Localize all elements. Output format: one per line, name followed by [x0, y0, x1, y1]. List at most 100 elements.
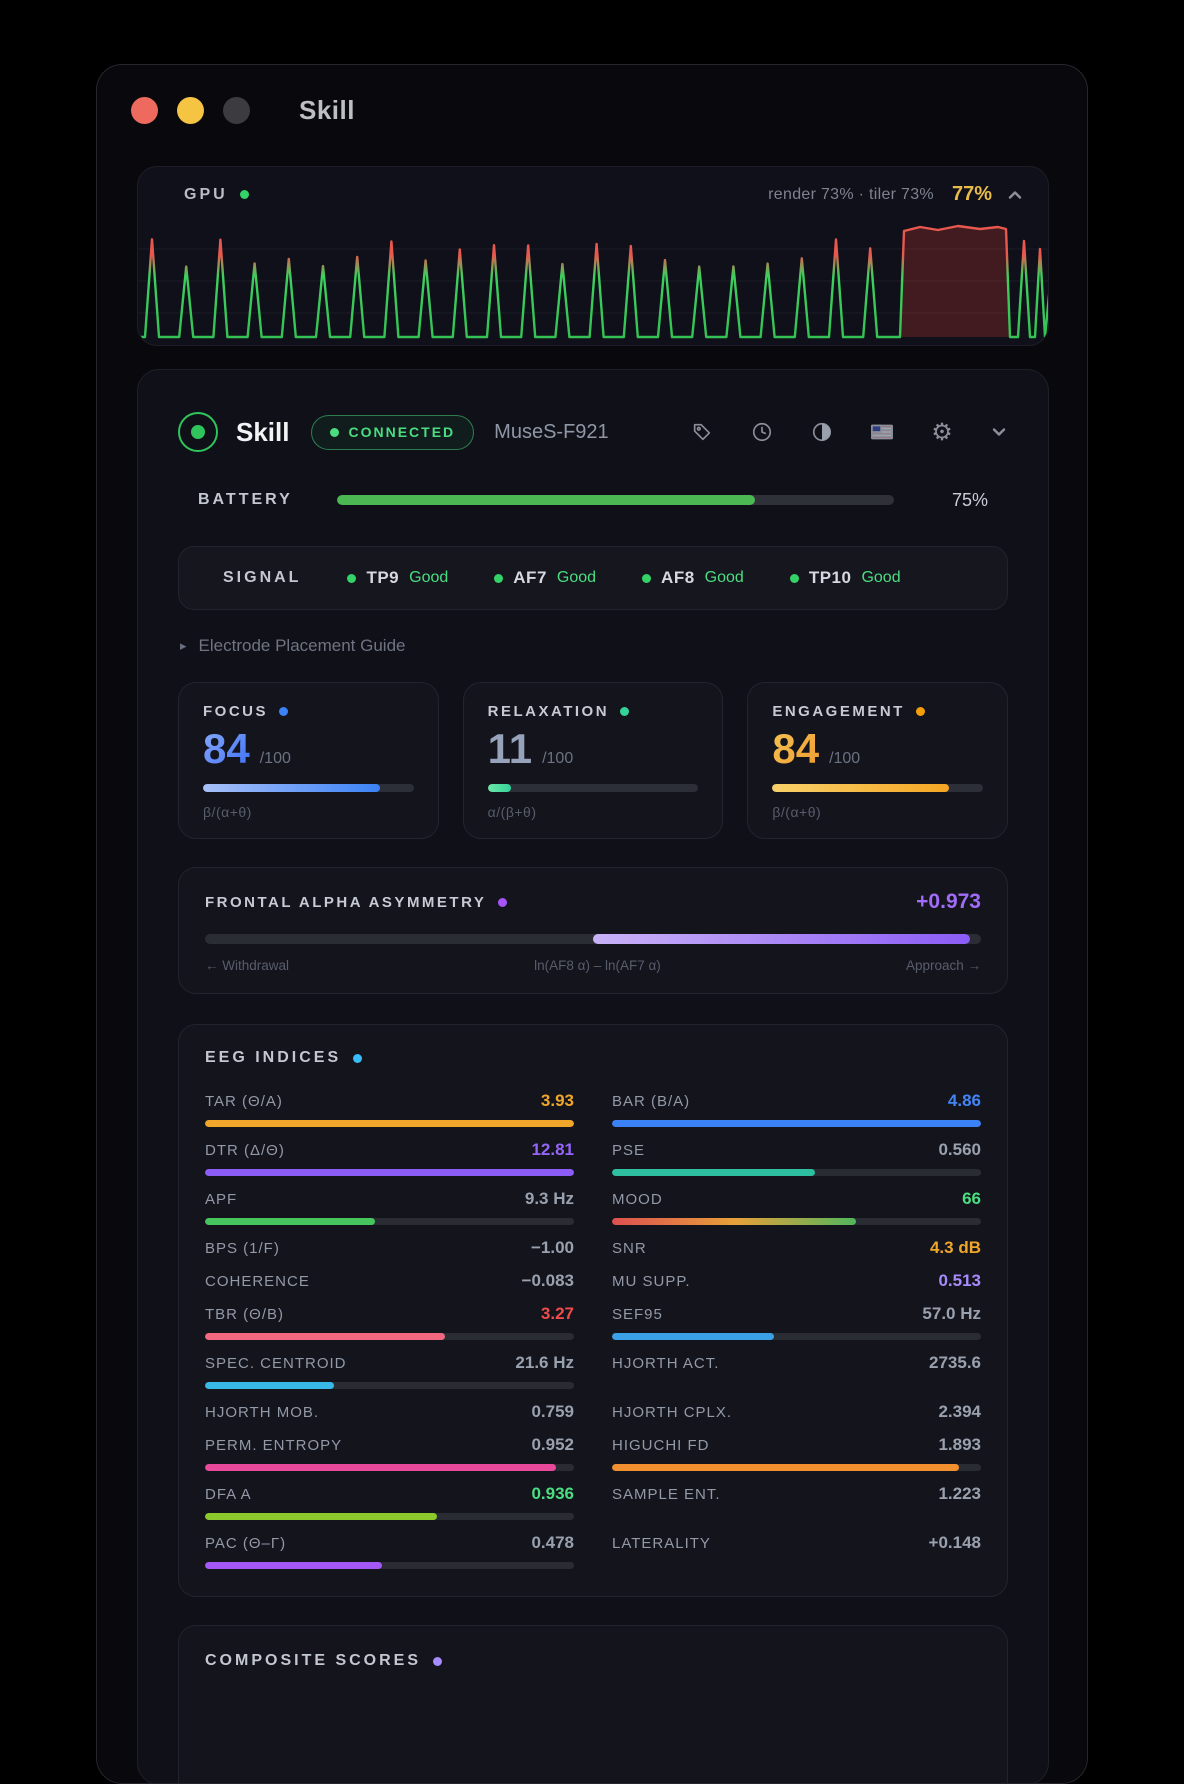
contrast-icon[interactable]: [810, 420, 834, 444]
faa-formula: ln(AF8 α) – ln(AF7 α): [534, 958, 661, 974]
eeg-index-value: 2735.6: [929, 1353, 981, 1373]
eeg-index-label: HJORTH CPLX.: [612, 1404, 733, 1422]
battery-label: BATTERY: [198, 491, 293, 508]
record-status-icon[interactable]: [178, 412, 218, 452]
eeg-index-fill: [205, 1333, 445, 1341]
eeg-index-bar: [205, 1562, 574, 1570]
disclosure-arrow-icon: ▸: [180, 638, 187, 653]
metric-card-max: /100: [542, 750, 574, 767]
eeg-index-fill: [205, 1120, 574, 1128]
eeg-index-label: LATERALITY: [612, 1535, 711, 1553]
device-name: MuseS-F921: [494, 420, 609, 443]
eeg-index-cell: HJORTH MOB. 0.759: [205, 1402, 574, 1422]
eeg-index-bar: [205, 1218, 574, 1226]
eeg-index-value: 0.560: [938, 1140, 981, 1160]
composite-scores-label: COMPOSITE SCORES: [205, 1652, 422, 1670]
metric-card-value: 11: [487, 725, 533, 772]
eeg-index-value: 12.81: [531, 1140, 574, 1160]
faa-label: FRONTAL ALPHA ASYMMETRY: [205, 893, 487, 911]
gpu-label: GPU: [184, 185, 228, 203]
device-panel: Skill CONNECTED MuseS-F921: [137, 369, 1049, 1783]
signal-quality-label: Good: [556, 569, 597, 586]
header-toolbar: ⚙: [690, 420, 1008, 444]
eeg-index-value: 0.936: [531, 1484, 574, 1504]
traffic-light-zoom[interactable]: [223, 97, 250, 124]
eeg-index-fill: [612, 1218, 856, 1226]
faa-left-label: ← Withdrawal: [205, 958, 290, 974]
tag-icon[interactable]: [690, 420, 714, 444]
signal-channel: AF7 Good: [494, 568, 596, 588]
metric-card-value: 84: [772, 725, 820, 772]
eeg-index-bar: [612, 1120, 981, 1128]
traffic-light-minimize[interactable]: [177, 97, 204, 124]
eeg-index-label: HJORTH ACT.: [612, 1355, 720, 1373]
metric-card-bar: [487, 784, 699, 793]
eeg-index-cell: MU SUPP. 0.513: [612, 1271, 981, 1291]
eeg-index-cell: SAMPLE ENT. 1.223: [612, 1484, 981, 1520]
eeg-indices-grid: TAR (Θ/A) 3.93 BAR (B/A) 4.86 DTR (Δ/Θ) …: [205, 1091, 981, 1570]
eeg-index-bar: [205, 1120, 574, 1128]
eeg-index-row: TAR (Θ/A) 3.93 BAR (B/A) 4.86: [205, 1091, 981, 1128]
eeg-index-value: 4.3 dB: [929, 1238, 981, 1258]
eeg-index-label: BPS (1/F): [205, 1240, 280, 1258]
metric-card-dot: [620, 707, 630, 716]
signal-quality-dot: [347, 573, 357, 583]
metric-card: RELAXATION 11 /100 α/(β+θ): [462, 682, 724, 840]
eeg-index-label: PSE: [612, 1142, 646, 1160]
clock-icon[interactable]: [750, 420, 774, 444]
app-window: Skill GPU render 73% · tiler 73% 77%: [96, 64, 1088, 1784]
battery-fill: [336, 495, 755, 505]
eeg-index-row: HJORTH MOB. 0.759 HJORTH CPLX. 2.394: [205, 1402, 981, 1422]
eeg-index-value: 3.93: [540, 1091, 574, 1111]
eeg-index-cell: HIGUCHI FD 1.893: [612, 1435, 981, 1472]
eeg-index-value: 1.223: [938, 1484, 981, 1504]
chevron-up-icon[interactable]: [1006, 186, 1024, 204]
metric-card-max: /100: [829, 750, 861, 767]
gpu-stats: render 73% · tiler 73%: [768, 185, 934, 203]
eeg-index-value: 0.952: [531, 1435, 574, 1455]
battery-value: 75%: [951, 489, 988, 510]
eeg-index-value: 9.3 Hz: [524, 1189, 574, 1209]
composite-scores-dot: [433, 1656, 443, 1666]
metric-card-title: FOCUS: [203, 703, 268, 720]
eeg-index-bar: [205, 1333, 574, 1341]
eeg-index-label: PAC (Θ–Γ): [205, 1535, 287, 1553]
eeg-indices-panel: EEG INDICES TAR (Θ/A) 3.93 BAR (B/A) 4.8…: [178, 1024, 1008, 1598]
faa-dot: [498, 897, 508, 907]
eeg-index-fill: [205, 1513, 438, 1521]
eeg-index-cell: TAR (Θ/A) 3.93: [205, 1091, 574, 1128]
eeg-index-cell: SNR 4.3 dB: [612, 1238, 981, 1258]
eeg-index-label: MU SUPP.: [612, 1273, 691, 1291]
eeg-index-bar: [205, 1464, 574, 1472]
eeg-index-label: HJORTH MOB.: [205, 1404, 320, 1422]
device-header: Skill CONNECTED MuseS-F921: [178, 404, 1008, 460]
eeg-index-cell: DTR (Δ/Θ) 12.81: [205, 1140, 574, 1177]
metric-card-title: RELAXATION: [487, 703, 610, 720]
eeg-index-label: MOOD: [612, 1191, 663, 1209]
signal-quality-label: Good: [409, 569, 449, 586]
eeg-index-row: BPS (1/F) −1.00 SNR 4.3 dB: [205, 1238, 981, 1258]
eeg-index-label: APF: [205, 1191, 238, 1209]
eeg-index-cell: APF 9.3 Hz: [205, 1189, 574, 1226]
metric-card-max: /100: [259, 750, 291, 767]
eeg-index-cell: BPS (1/F) −1.00: [205, 1238, 574, 1258]
metric-card-bar: [772, 784, 984, 793]
eeg-indices-label: EEG INDICES: [205, 1049, 342, 1067]
traffic-light-close[interactable]: [131, 97, 158, 124]
eeg-index-label: DTR (Δ/Θ): [205, 1142, 285, 1160]
eeg-index-value: 3.27: [540, 1304, 574, 1324]
eeg-index-row: APF 9.3 Hz MOOD 66: [205, 1189, 981, 1226]
eeg-index-cell: PERM. ENTROPY 0.952: [205, 1435, 574, 1472]
electrode-guide-toggle[interactable]: ▸ Electrode Placement Guide: [180, 636, 1008, 656]
eeg-index-label: COHERENCE: [205, 1273, 310, 1291]
us-flag-icon[interactable]: [870, 420, 894, 444]
eeg-index-value: 0.513: [938, 1271, 981, 1291]
eeg-index-value: 0.759: [531, 1402, 574, 1422]
eeg-index-cell: HJORTH CPLX. 2.394: [612, 1402, 981, 1422]
signal-channel-list: TP9 Good AF7 Good AF8 Good TP10 Good: [347, 568, 901, 588]
metric-cards: FOCUS 84 /100 β/(α+θ) RELAXATION 11 /100…: [178, 682, 1009, 840]
eeg-index-bar: [612, 1169, 981, 1177]
gear-icon[interactable]: ⚙: [931, 418, 953, 446]
chevron-down-icon[interactable]: [990, 423, 1008, 441]
faa-fill: [593, 934, 971, 945]
